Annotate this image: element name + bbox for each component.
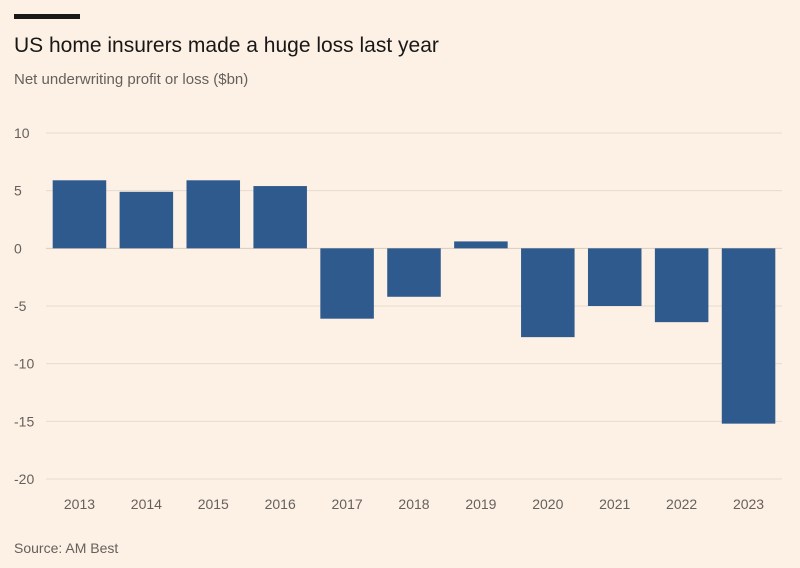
bar-2022	[654, 248, 709, 323]
y-tick-label: 5	[14, 183, 22, 199]
bar-series	[52, 180, 776, 424]
bar-2015	[186, 180, 241, 249]
y-tick-label: 0	[14, 240, 22, 256]
x-axis: 2013 2014 2015 2016 2017 2018 2019 2020 2021 2022…	[64, 496, 764, 512]
y-tick-label: -15	[14, 413, 34, 429]
source-note: Source: AM Best	[14, 540, 119, 556]
x-tick-label: 2015	[198, 496, 229, 512]
y-tick-label: -5	[14, 298, 27, 314]
top-accent-rule	[14, 14, 80, 19]
bar-2013	[52, 180, 107, 249]
x-tick-label: 2019	[465, 496, 496, 512]
chart-title: US home insurers made a huge loss last y…	[14, 34, 439, 57]
x-tick-label: 2017	[332, 496, 363, 512]
x-tick-label: 2013	[64, 496, 95, 512]
bar-2023	[721, 248, 776, 424]
bar-2018	[387, 248, 441, 297]
bar-2019	[454, 241, 508, 249]
bar-2020	[521, 248, 575, 338]
x-tick-label: 2014	[131, 496, 162, 512]
y-tick-label: -10	[14, 356, 34, 372]
x-tick-label: 2023	[733, 496, 764, 512]
x-tick-label: 2020	[532, 496, 563, 512]
y-tick-label: 10	[14, 125, 30, 141]
x-tick-label: 2016	[265, 496, 296, 512]
bar-2014	[119, 191, 174, 249]
bar-2021	[587, 248, 642, 306]
bar-2016	[253, 186, 307, 249]
x-tick-label: 2018	[398, 496, 429, 512]
chart-subtitle: Net underwriting profit or loss ($bn)	[14, 71, 249, 88]
bar-2017	[320, 248, 374, 319]
y-axis: 10 5 0 -5 -10 -15 -20	[14, 125, 34, 487]
x-tick-label: 2022	[666, 496, 697, 512]
y-tick-label: -20	[14, 471, 34, 487]
x-tick-label: 2021	[599, 496, 630, 512]
